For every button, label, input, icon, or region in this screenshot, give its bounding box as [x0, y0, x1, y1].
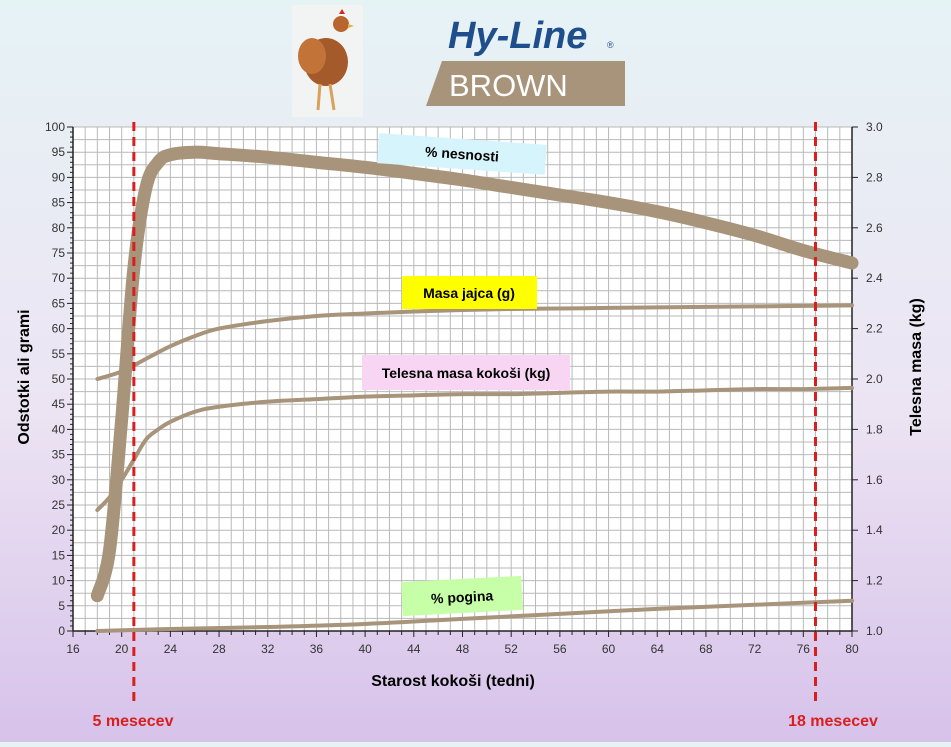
x-tick-label: 28 — [212, 642, 226, 656]
y-right-tick-label: 1.6 — [866, 473, 883, 487]
y-tick-label: 70 — [52, 271, 66, 285]
marker-label-18-months: 18 mesecev — [788, 713, 878, 730]
y-tick-label: 75 — [52, 246, 66, 260]
y-tick-label: 0 — [58, 624, 65, 638]
x-tick-label: 48 — [456, 642, 470, 656]
series-body-weight — [95, 385, 854, 513]
x-tick-label: 36 — [310, 642, 324, 656]
y-axis-title: Odstotki ali grami — [16, 309, 33, 444]
hen-photo — [292, 5, 363, 117]
y-tick-label: 20 — [52, 523, 66, 537]
y-right-tick-label: 2.2 — [866, 322, 883, 336]
y-tick-label: 30 — [52, 473, 66, 487]
label-mortality: % pogina — [401, 575, 523, 617]
label-mortality-text: % pogina — [431, 587, 494, 606]
x-tick-label: 40 — [358, 642, 372, 656]
label-pct-production-bg — [377, 133, 547, 175]
label-body-weight: Telesna masa kokoši (kg) — [362, 355, 570, 390]
label-pct-production-text: % nesnosti — [425, 143, 500, 164]
series-egg-mass — [95, 303, 854, 381]
x-axis-title: Starost kokoši (tedni) — [371, 673, 535, 690]
y-tick-label: 5 — [58, 599, 65, 613]
series-mortality — [95, 598, 854, 633]
x-tick-label: 64 — [651, 642, 665, 656]
y-right-tick-label: 1.0 — [866, 624, 883, 638]
y-tick-label: 55 — [52, 347, 66, 361]
registered-mark: ® — [607, 40, 614, 50]
y-right-tick-label: 2.8 — [866, 170, 883, 184]
label-pct-production: % nesnosti — [377, 133, 547, 175]
label-egg-mass-bg — [402, 276, 537, 309]
x-tick-label: 68 — [699, 642, 713, 656]
x-tick-label: 52 — [505, 642, 519, 656]
x-tick-label: 80 — [845, 642, 859, 656]
label-egg-mass: Masa jajca (g) — [402, 276, 537, 309]
axes: 16 20 24 28 32 36 40 44 48 52 56 60 64 68 72 76 80 0 5 10 15… — [45, 120, 883, 656]
brand-logo: Hy-Line ® BROWN — [426, 15, 625, 106]
label-mortality-bg — [401, 575, 523, 617]
x-tick-label: 20 — [115, 642, 129, 656]
y-right-tick-label: 2.4 — [866, 271, 883, 285]
y-tick-label: 60 — [52, 322, 66, 336]
product-name: BROWN — [449, 68, 568, 103]
y-tick-label: 85 — [52, 196, 66, 210]
brand-banner — [426, 61, 625, 106]
markers-layer — [132, 122, 817, 703]
y-right-tick-label: 1.2 — [866, 574, 883, 588]
x-tick-label: 24 — [164, 642, 178, 656]
y-tick-label: 10 — [52, 574, 66, 588]
y-tick-label: 90 — [52, 170, 66, 184]
y-tick-label: 45 — [52, 397, 66, 411]
y-right-tick-label: 2.0 — [866, 372, 883, 386]
brand-name: Hy-Line — [448, 15, 587, 57]
y-right-axis-title: Telesna masa (kg) — [908, 298, 925, 436]
y-tick-label: 25 — [52, 498, 66, 512]
marker-label-5-months: 5 mesecev — [93, 713, 174, 730]
y-tick-label: 40 — [52, 422, 66, 436]
y-right-tick-label: 1.8 — [866, 422, 883, 436]
y-right-tick-label: 3.0 — [866, 120, 883, 134]
y-tick-label: 100 — [45, 120, 65, 134]
label-body-weight-text: Telesna masa kokoši (kg) — [382, 365, 551, 381]
x-tick-label: 16 — [66, 642, 80, 656]
label-egg-mass-text: Masa jajca (g) — [423, 285, 515, 301]
y-right-tick-label: 1.4 — [866, 523, 883, 537]
y-tick-label: 15 — [52, 548, 66, 562]
y-tick-label: 80 — [52, 221, 66, 235]
y-tick-label: 50 — [52, 372, 66, 386]
x-tick-label: 32 — [261, 642, 275, 656]
label-body-weight-bg — [362, 355, 570, 390]
y-tick-label: 35 — [52, 448, 66, 462]
y-tick-label: 95 — [52, 145, 66, 159]
x-tick-label: 44 — [407, 642, 421, 656]
y-right-tick-label: 2.6 — [866, 221, 883, 235]
x-tick-label: 72 — [748, 642, 762, 656]
y-tick-label: 65 — [52, 296, 66, 310]
x-tick-label: 56 — [553, 642, 567, 656]
x-tick-label: 76 — [797, 642, 811, 656]
x-tick-label: 60 — [602, 642, 616, 656]
